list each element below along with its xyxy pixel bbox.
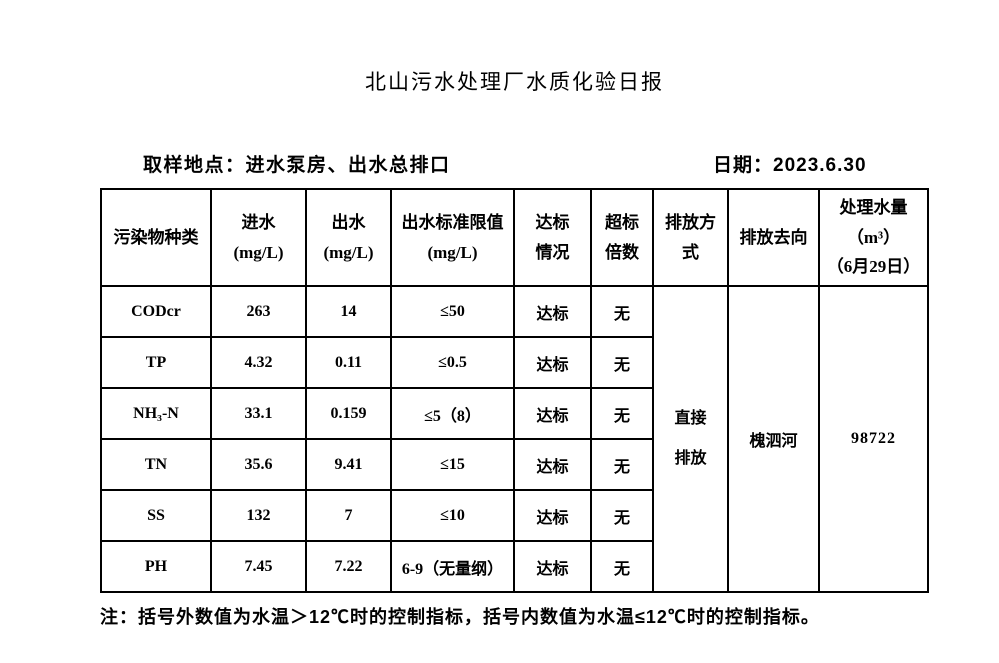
footer-note: 注：括号外数值为水温＞12℃时的控制指标，括号内数值为水温≤12℃时的控制指标。 xyxy=(100,607,820,627)
compliance-cell: 达标 xyxy=(513,540,592,593)
treated-volume-cell: 98722 xyxy=(818,285,929,593)
water-quality-table: 污染物种类 进水 (mg/L) 出水 (mg/L) 出水标准限值 (mg/L) … xyxy=(100,188,929,593)
effluent-cell: 14 xyxy=(305,285,392,338)
page-title: 北山污水处理厂水质化验日报 xyxy=(365,70,664,94)
header-exceed: 超标 倍数 xyxy=(590,188,654,287)
header-effluent: 出水 (mg/L) xyxy=(305,188,392,287)
limit-cell: ≤15 xyxy=(390,438,515,491)
exceed-cell: 无 xyxy=(590,336,654,389)
influent-cell: 132 xyxy=(210,489,307,542)
pollutant-cell: SS xyxy=(100,489,212,542)
pollutant-cell: NH₃-N xyxy=(100,387,212,440)
limit-cell: 6-9（无量纲） xyxy=(390,540,515,593)
table-row-nh3n: NH₃-N 33.1 0.159 ≤5（8） 达标 无 xyxy=(100,387,928,440)
header-row: 污染物种类 进水 (mg/L) 出水 (mg/L) 出水标准限值 (mg/L) … xyxy=(100,188,929,287)
effluent-cell: 0.11 xyxy=(305,336,392,389)
exceed-cell: 无 xyxy=(590,285,654,338)
influent-cell: 35.6 xyxy=(210,438,307,491)
limit-cell: ≤50 xyxy=(390,285,515,338)
limit-cell: ≤5（8） xyxy=(390,387,515,440)
compliance-cell: 达标 xyxy=(513,489,592,542)
header-treated-volume: 处理水量 （m³） （6月29日） xyxy=(818,188,929,287)
table-row-tn: TN 35.6 9.41 ≤15 达标 无 xyxy=(100,438,928,491)
header-limit: 出水标准限值 (mg/L) xyxy=(390,188,515,287)
header-pollutant: 污染物种类 xyxy=(100,188,212,287)
compliance-cell: 达标 xyxy=(513,336,592,389)
discharge-mode-cell: 直接 排放 xyxy=(652,285,729,593)
table-row-ss: SS 132 7 ≤10 达标 无 xyxy=(100,489,928,542)
exceed-cell: 无 xyxy=(590,489,654,542)
influent-cell: 33.1 xyxy=(210,387,307,440)
table-row-codcr: CODcr 263 14 ≤50 达标 无 直接 排放 槐泗河 98722 xyxy=(100,285,929,593)
header-influent: 进水 (mg/L) xyxy=(210,188,307,287)
pollutant-cell: CODcr xyxy=(100,285,212,338)
effluent-cell: 0.159 xyxy=(305,387,392,440)
effluent-cell: 9.41 xyxy=(305,438,392,491)
header-compliance: 达标 情况 xyxy=(513,188,592,287)
effluent-cell: 7 xyxy=(305,489,392,542)
discharge-destination-cell: 槐泗河 xyxy=(727,285,820,593)
influent-cell: 263 xyxy=(210,285,307,338)
influent-cell: 7.45 xyxy=(210,540,307,593)
header-discharge-mode: 排放方 式 xyxy=(652,188,729,287)
limit-cell: ≤10 xyxy=(390,489,515,542)
limit-cell: ≤0.5 xyxy=(390,336,515,389)
compliance-cell: 达标 xyxy=(513,438,592,491)
influent-cell: 4.32 xyxy=(210,336,307,389)
pollutant-cell: PH xyxy=(100,540,212,593)
sampling-location-label: 取样地点：进水泵房、出水总排口 xyxy=(143,155,451,176)
exceed-cell: 无 xyxy=(590,438,654,491)
table-row-ph: PH 7.45 7.22 6-9（无量纲） 达标 无 xyxy=(100,540,928,593)
exceed-cell: 无 xyxy=(590,540,654,593)
header-discharge-destination: 排放去向 xyxy=(727,188,820,287)
compliance-cell: 达标 xyxy=(513,387,592,440)
pollutant-cell: TP xyxy=(100,336,212,389)
pollutant-cell: TN xyxy=(100,438,212,491)
compliance-cell: 达标 xyxy=(513,285,592,338)
report-date-label: 日期：2023.6.30 xyxy=(713,155,867,176)
table-row-tp: TP 4.32 0.11 ≤0.5 达标 无 xyxy=(100,336,928,389)
effluent-cell: 7.22 xyxy=(305,540,392,593)
exceed-cell: 无 xyxy=(590,387,654,440)
